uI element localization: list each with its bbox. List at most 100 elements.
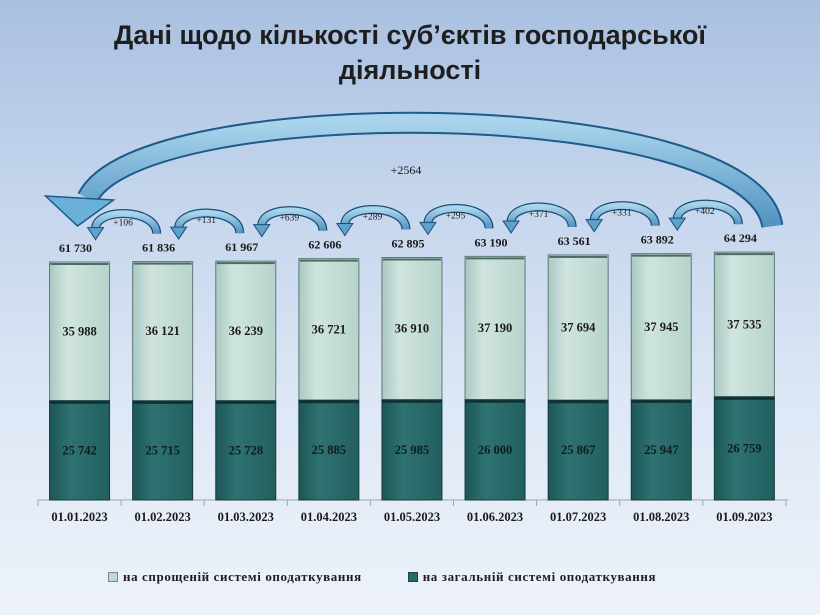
bar-top-edge <box>50 263 109 265</box>
legend-label-general: на загальній системі оподаткування <box>422 569 657 584</box>
bar-segment-general <box>630 399 692 501</box>
x-tick-label: 01.07.2023 <box>550 510 606 524</box>
legend-label-simplified: на спрощеній системі оподаткування <box>123 569 362 584</box>
increment-arrow <box>258 207 327 232</box>
x-tick-label: 01.01.2023 <box>51 510 107 524</box>
total-change-arrowhead <box>43 195 116 227</box>
increment-label: +131 <box>196 216 216 226</box>
data-label-general: 25 728 <box>229 443 263 457</box>
bar-segment-divider <box>298 400 359 404</box>
data-label-simplified: 36 121 <box>145 324 179 338</box>
legend-item-general: на загальній системі оподаткування <box>407 569 657 585</box>
increment-arrow <box>175 209 243 234</box>
data-label-simplified: 37 694 <box>561 321 596 335</box>
bar-segment-divider <box>132 400 193 404</box>
increment-label: +295 <box>446 211 466 221</box>
data-label-general: 26 000 <box>478 443 512 457</box>
data-label-simplified: 36 910 <box>395 322 429 336</box>
data-label-general: 25 715 <box>145 443 179 457</box>
bar-top-edge <box>466 257 525 260</box>
data-label-general: 25 742 <box>62 443 96 457</box>
increment-label: +106 <box>113 219 133 229</box>
bar-segment-general <box>381 399 443 501</box>
x-tick-label: 01.05.2023 <box>384 510 440 524</box>
data-label-general: 25 867 <box>561 443 595 457</box>
increment-arrowhead <box>502 220 520 234</box>
total-label: 63 561 <box>558 234 591 248</box>
bar-top-edge <box>299 259 358 262</box>
title-line-1: Дані щодо кількості суб’єктів господарсь… <box>113 20 706 50</box>
increment-arrowhead <box>585 219 604 233</box>
bar-top-edge <box>382 258 441 261</box>
bar-segment-simplified <box>49 261 111 402</box>
x-tick-label: 01.06.2023 <box>467 510 523 524</box>
total-label: 63 190 <box>475 235 508 249</box>
increment-arrowhead <box>86 227 105 241</box>
data-label-general: 26 759 <box>727 441 761 455</box>
increment-label: +371 <box>529 210 549 220</box>
data-label-general: 25 947 <box>644 443 678 457</box>
total-label: 63 892 <box>641 233 674 247</box>
bar-top-edge <box>632 254 691 257</box>
data-label-general: 25 985 <box>395 443 429 457</box>
bar-top-edge <box>133 262 192 265</box>
bar-top-edge <box>216 262 275 265</box>
bar-segment-general <box>547 399 609 501</box>
x-tick-label: 01.03.2023 <box>218 510 274 524</box>
title-line-2: діяльності <box>338 55 482 85</box>
data-label-simplified: 37 535 <box>727 317 761 331</box>
bar-segment-divider <box>465 399 526 403</box>
legend-swatch-general <box>407 572 418 582</box>
increment-label: +331 <box>612 209 632 219</box>
data-label-simplified: 37 190 <box>478 321 512 335</box>
data-label-general: 25 885 <box>312 443 346 457</box>
bar-top-edge <box>715 253 774 256</box>
bar-segment-divider <box>714 396 775 400</box>
bar-segment-divider <box>49 400 110 404</box>
total-label: 61 730 <box>59 241 92 255</box>
increment-arrowhead <box>668 217 687 232</box>
increment-label: +402 <box>695 207 715 217</box>
increment-arrowhead <box>169 226 188 240</box>
total-change-label: +2564 <box>391 163 422 177</box>
chart-legend: на спрощеній системі оподаткування на за… <box>108 569 656 585</box>
bar-segment-simplified <box>381 257 443 401</box>
total-label: 64 294 <box>724 231 757 245</box>
data-label-simplified: 36 239 <box>229 324 263 338</box>
data-label-simplified: 37 945 <box>644 320 678 334</box>
increment-arrow <box>674 200 742 225</box>
increment-arrowhead <box>252 224 271 238</box>
increment-arrow <box>424 205 493 230</box>
bar-segment-general <box>49 400 111 501</box>
increment-arrow <box>92 210 160 235</box>
legend-swatch-simplified <box>108 572 118 582</box>
data-label-simplified: 36 721 <box>312 322 346 336</box>
bar-segment-simplified <box>464 255 526 401</box>
increment-arrow <box>507 203 576 228</box>
bar-segment-divider <box>215 400 276 404</box>
data-label-simplified: 35 988 <box>62 324 96 338</box>
bar-segment-general <box>215 400 277 501</box>
x-tick-label: 01.04.2023 <box>301 510 357 524</box>
total-change-arrow <box>79 113 782 229</box>
increment-arrow <box>341 206 410 231</box>
x-tick-label: 01.02.2023 <box>135 510 191 524</box>
total-label: 61 836 <box>142 241 175 255</box>
bar-top-edge <box>549 255 608 258</box>
increment-label: +639 <box>279 214 299 224</box>
total-label: 62 895 <box>391 237 424 251</box>
bar-segment-divider <box>548 400 609 404</box>
page-title: Дані щодо кількості суб’єктів господарсь… <box>60 18 760 88</box>
x-tick-label: 01.08.2023 <box>633 510 689 524</box>
total-label: 61 967 <box>225 240 258 254</box>
legend-item-simplified: на спрощеній системі оподаткування <box>108 569 362 585</box>
increment-label: +289 <box>363 213 383 223</box>
increment-arrowhead <box>335 223 354 237</box>
x-tick-label: 01.09.2023 <box>716 510 772 524</box>
bar-segment-simplified <box>630 253 692 401</box>
increment-arrow <box>590 202 659 227</box>
increment-arrowhead <box>419 221 437 236</box>
bar-segment-divider <box>631 399 692 403</box>
total-label: 62 606 <box>308 238 341 252</box>
